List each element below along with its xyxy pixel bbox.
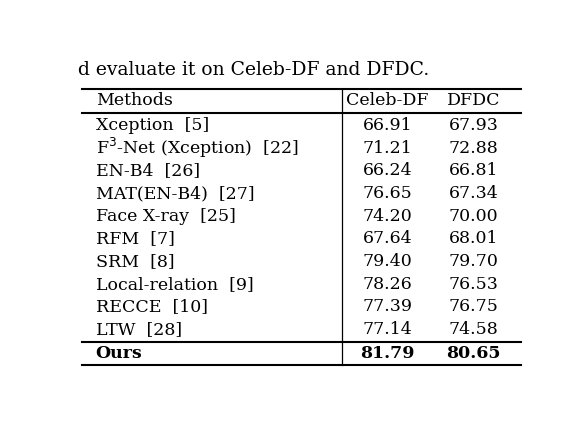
Text: Face X-ray  [25]: Face X-ray [25] bbox=[96, 208, 235, 225]
Text: DFDC: DFDC bbox=[447, 92, 500, 109]
Text: 72.88: 72.88 bbox=[449, 140, 498, 157]
Text: 67.64: 67.64 bbox=[363, 230, 412, 248]
Text: 76.75: 76.75 bbox=[449, 299, 499, 316]
Text: Ours: Ours bbox=[96, 345, 142, 362]
Text: 66.24: 66.24 bbox=[363, 162, 412, 179]
Text: LTW  [28]: LTW [28] bbox=[96, 321, 182, 338]
Text: 68.01: 68.01 bbox=[449, 230, 498, 248]
Text: Methods: Methods bbox=[96, 92, 172, 109]
Text: 79.70: 79.70 bbox=[449, 253, 499, 270]
Text: MAT(EN-B4)  [27]: MAT(EN-B4) [27] bbox=[96, 185, 254, 202]
Text: SRM  [8]: SRM [8] bbox=[96, 253, 174, 270]
Text: 67.34: 67.34 bbox=[449, 185, 498, 202]
Text: 67.93: 67.93 bbox=[449, 117, 499, 134]
Text: EN-B4  [26]: EN-B4 [26] bbox=[96, 162, 200, 179]
Text: RECCE  [10]: RECCE [10] bbox=[96, 299, 208, 316]
Text: Celeb-DF: Celeb-DF bbox=[346, 92, 429, 109]
Text: d evaluate it on Celeb-DF and DFDC.: d evaluate it on Celeb-DF and DFDC. bbox=[78, 61, 429, 79]
Text: Local-relation  [9]: Local-relation [9] bbox=[96, 276, 253, 293]
Text: Xception  [5]: Xception [5] bbox=[96, 117, 209, 134]
Text: RFM  [7]: RFM [7] bbox=[96, 230, 175, 248]
Text: 70.00: 70.00 bbox=[449, 208, 498, 225]
Text: 77.39: 77.39 bbox=[363, 299, 412, 316]
Text: 66.91: 66.91 bbox=[363, 117, 412, 134]
Text: 74.58: 74.58 bbox=[449, 321, 498, 338]
Text: 79.40: 79.40 bbox=[363, 253, 412, 270]
Text: 78.26: 78.26 bbox=[363, 276, 412, 293]
Text: 74.20: 74.20 bbox=[363, 208, 412, 225]
Text: 77.14: 77.14 bbox=[363, 321, 412, 338]
Text: F$^3$-Net (Xception)  [22]: F$^3$-Net (Xception) [22] bbox=[96, 136, 298, 160]
Text: 81.79: 81.79 bbox=[360, 345, 415, 362]
Text: 71.21: 71.21 bbox=[363, 140, 412, 157]
Text: 66.81: 66.81 bbox=[449, 162, 498, 179]
Text: 80.65: 80.65 bbox=[446, 345, 501, 362]
Text: 76.53: 76.53 bbox=[449, 276, 499, 293]
Text: 76.65: 76.65 bbox=[363, 185, 412, 202]
